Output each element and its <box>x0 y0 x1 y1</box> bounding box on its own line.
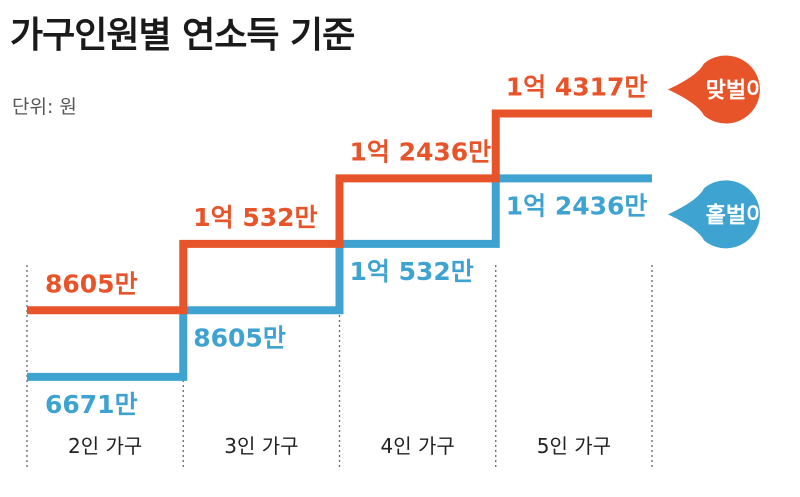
series-lines <box>27 109 652 381</box>
dual-income-label: 8605만 <box>45 269 138 298</box>
category-tick-label: 2인 가구 <box>68 434 142 458</box>
dual-income-label: 1억 4317만 <box>506 73 648 102</box>
legend-label: 홑벌이 <box>706 202 767 228</box>
category-dividers <box>26 265 653 470</box>
category-tick-label: 5인 가구 <box>537 434 611 458</box>
legend-item-single: 홑벌이 <box>668 180 767 249</box>
dual-income-label: 1억 2436만 <box>350 137 492 166</box>
single-income-label: 8605만 <box>193 323 286 352</box>
legend-marker <box>668 55 760 124</box>
legend-label: 맞벌이 <box>706 79 767 104</box>
category-tick-label: 4인 가구 <box>380 434 454 458</box>
dual-income-line <box>27 109 652 315</box>
unit-label: 단위: 원 <box>12 96 77 118</box>
page-title: 가구인원별 연소득 기준 <box>10 15 355 56</box>
single-income-label: 1억 532만 <box>350 257 474 286</box>
category-tick-label: 3인 가구 <box>224 434 298 458</box>
category-axis: 2인 가구 3인 가구 4인 가구 5인 가구 <box>68 434 611 458</box>
legend-item-dual: 맞벌이 <box>668 55 767 124</box>
single-income-label: 1억 2436만 <box>506 191 648 220</box>
single-income-label: 6671만 <box>45 390 138 419</box>
single-income-line <box>27 174 652 381</box>
legend-marker <box>668 180 760 249</box>
dual-income-label: 1억 532만 <box>193 203 317 232</box>
data-labels: 8605만 1억 532만 1억 2436만 1억 4317만 6671만 8605만 1억… <box>45 73 647 419</box>
